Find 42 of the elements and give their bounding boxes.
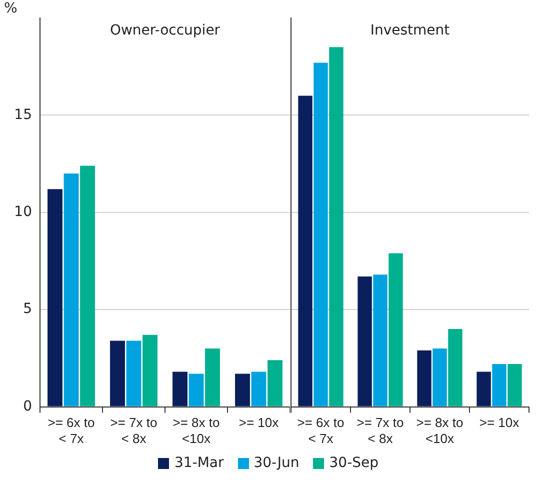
bar <box>126 340 142 406</box>
legend-label: 30-Sep <box>329 455 379 471</box>
x-tick-label: >= 7x to < 8x <box>356 415 404 446</box>
chart-title: Investment <box>370 22 450 39</box>
bar <box>268 360 282 406</box>
bar <box>388 253 403 406</box>
bar <box>142 334 158 406</box>
bar <box>298 96 312 406</box>
x-tick-label: >= 8x to <10x <box>416 415 464 446</box>
legend-label: 30-Jun <box>254 455 300 471</box>
bar <box>373 274 388 406</box>
bar <box>417 350 432 406</box>
bar <box>492 364 506 406</box>
bar <box>432 348 447 406</box>
bar <box>508 364 522 406</box>
bar <box>48 189 62 406</box>
bar <box>358 276 372 406</box>
bar <box>251 372 266 406</box>
y-tick-label: 10 <box>14 204 32 220</box>
x-tick-label: >= 10x <box>479 415 520 430</box>
x-tick-label: >= 10x <box>238 415 280 430</box>
bar <box>110 340 125 406</box>
x-tick-label: >= 6x to < 7x <box>297 415 344 446</box>
x-tick-label: >= 7x to < 8x <box>110 415 158 446</box>
x-tick-label: >= 6x to < 7x <box>48 415 95 446</box>
bar <box>448 329 462 406</box>
bar <box>80 166 95 406</box>
bar <box>172 372 188 406</box>
chart-title: Owner-occupier <box>110 22 220 39</box>
bar <box>329 47 344 406</box>
bar <box>314 62 328 406</box>
bar <box>476 372 491 406</box>
bar <box>64 174 79 406</box>
y-tick-label: 0 <box>23 398 32 414</box>
legend-label: 31-Mar <box>174 455 224 471</box>
y-tick-label: 5 <box>23 301 32 318</box>
y-axis-title: % <box>4 0 18 17</box>
bar <box>188 374 204 406</box>
bar <box>205 348 220 406</box>
y-tick-label: 15 <box>14 106 32 123</box>
bar <box>235 374 250 406</box>
x-tick-label: >= 8x to <10x <box>172 415 220 446</box>
